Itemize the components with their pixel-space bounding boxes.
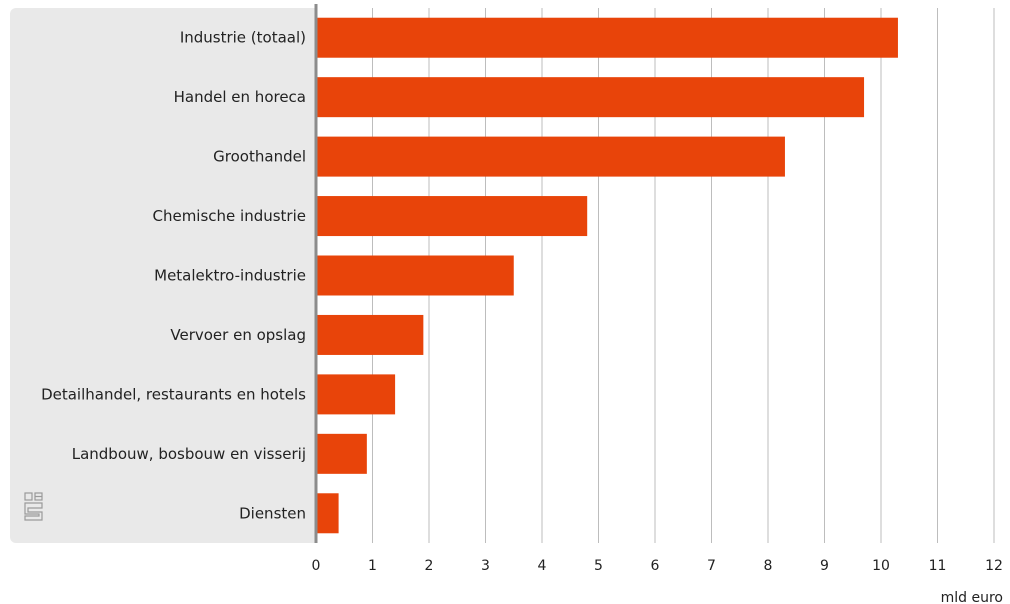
- x-tick-label: 3: [481, 558, 490, 574]
- bars: [316, 17, 898, 534]
- x-tick-label: 8: [764, 558, 773, 574]
- x-tick-label: 4: [538, 558, 547, 574]
- bar: [316, 136, 785, 177]
- cbs-logo-icon: [24, 492, 43, 521]
- bar: [316, 77, 865, 118]
- category-label: Detailhandel, restaurants en hotels: [41, 385, 306, 403]
- category-label: Groothandel: [213, 148, 306, 166]
- x-tick-label: 7: [707, 558, 716, 574]
- bar: [316, 314, 424, 355]
- bar: [316, 433, 367, 474]
- bar: [316, 374, 396, 415]
- x-tick-label: 9: [820, 558, 829, 574]
- x-tick-label: 12: [985, 558, 1003, 574]
- x-tick-label: 10: [872, 558, 890, 574]
- bar: [316, 493, 339, 534]
- bar: [316, 255, 514, 296]
- x-tick-label: 0: [312, 558, 321, 574]
- bar: [316, 196, 588, 237]
- category-label: Metalektro-industrie: [154, 267, 306, 285]
- x-tick-labels: 0 1 2 3 4 5 6 7 8 9 10 11 12: [312, 558, 1003, 574]
- category-label: Diensten: [239, 504, 306, 522]
- x-tick-label: 11: [929, 558, 947, 574]
- category-label: Landbouw, bosbouw en visserij: [72, 445, 306, 463]
- category-label: Industrie (totaal): [180, 29, 306, 47]
- bar: [316, 17, 898, 58]
- x-tick-label: 6: [651, 558, 660, 574]
- x-unit-label: mld euro: [941, 590, 1003, 604]
- category-labels: Industrie (totaal) Handel en horeca Grooth…: [41, 29, 306, 523]
- category-label-panel: [10, 8, 315, 543]
- x-tick-label: 1: [368, 558, 377, 574]
- category-label: Chemische industrie: [152, 207, 306, 225]
- category-label: Handel en horeca: [174, 88, 306, 106]
- x-tick-label: 2: [425, 558, 434, 574]
- category-label: Vervoer en opslag: [170, 326, 306, 344]
- x-tick-label: 5: [594, 558, 603, 574]
